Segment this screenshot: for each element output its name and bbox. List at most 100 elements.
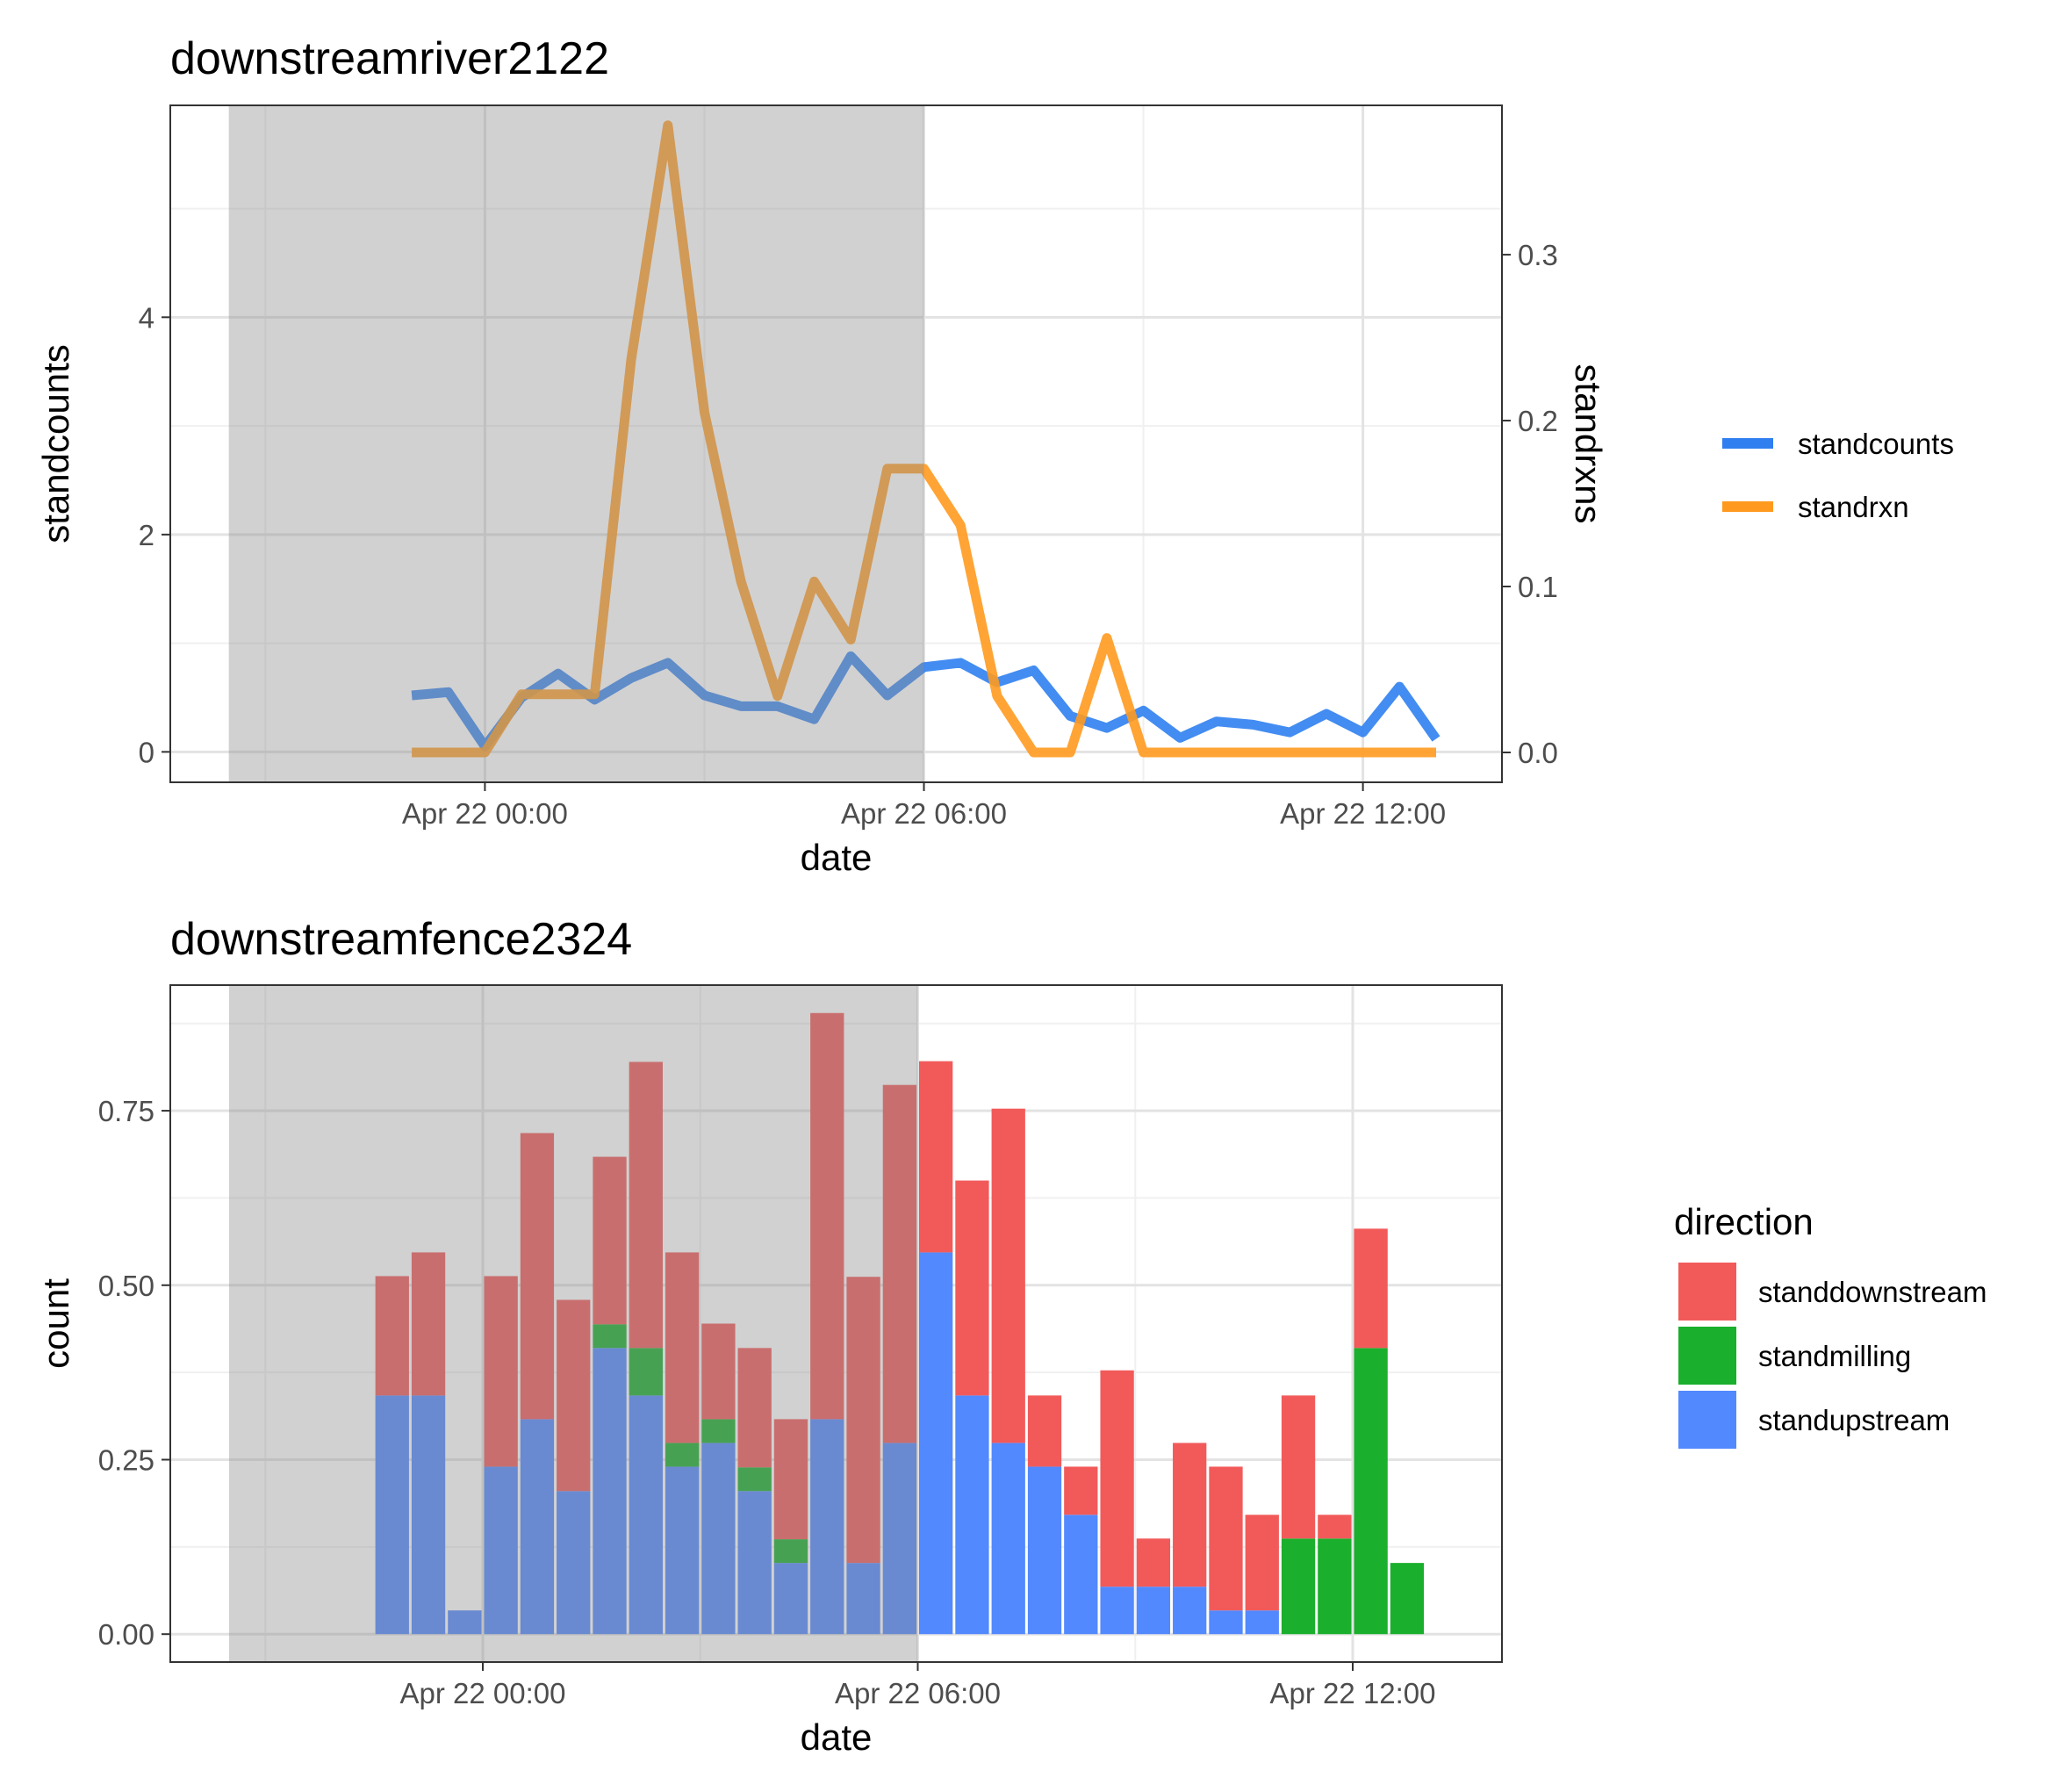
chart-title: downstreamfence2324 — [170, 914, 632, 965]
bar-segment-standupstream — [1209, 1610, 1243, 1635]
bar-segment-standdownstream — [1354, 1228, 1388, 1349]
bar-segment-standmilling — [629, 1348, 663, 1396]
x-axis-title: date — [801, 837, 873, 878]
y-tick-label: 4 — [139, 301, 154, 334]
legend-label-standdownstream: standdownstream — [1758, 1276, 1987, 1308]
bar-segment-standmilling — [737, 1467, 772, 1492]
shaded-region — [228, 105, 924, 782]
bar-segment-standdownstream — [1318, 1515, 1352, 1539]
legend-label-standupstream: standupstream — [1758, 1404, 1950, 1436]
bar-segment-standupstream — [629, 1395, 663, 1635]
line-chart-panel: Apr 22 00:00 Apr 22 06:00 Apr 22 12:00 0 2 4 0… — [35, 33, 1954, 878]
bar-segment-standupstream — [810, 1419, 844, 1635]
legend-key-standdownstream — [1678, 1263, 1736, 1321]
bar-segment-standupstream — [882, 1443, 916, 1635]
legend-key-standupstream — [1678, 1391, 1736, 1449]
bar-segment-standdownstream — [737, 1348, 772, 1468]
legend-label-standrxn: standrxn — [1798, 491, 1909, 523]
y-tick-label: 0 — [139, 736, 154, 768]
bar-segment-standupstream — [411, 1395, 446, 1635]
bar-segment-standdownstream — [1173, 1443, 1207, 1587]
bar-segment-standupstream — [1027, 1466, 1062, 1635]
bar-segment-standdownstream — [484, 1276, 518, 1467]
bar-segment-standmilling — [773, 1539, 808, 1564]
panel-border — [169, 104, 1503, 783]
x-tick-label: Apr 22 12:00 — [1280, 797, 1446, 830]
bar-segment-standupstream — [665, 1466, 700, 1635]
legend-label-standmilling: standmilling — [1758, 1340, 1911, 1372]
bar-segment-standdownstream — [665, 1252, 700, 1443]
bar-segment-standdownstream — [1209, 1466, 1243, 1611]
bar-segment-standdownstream — [1245, 1515, 1279, 1611]
bar-segment-standdownstream — [773, 1419, 808, 1540]
legend: standcounts standrxn — [1722, 428, 1954, 523]
bar-segment-standupstream — [701, 1443, 736, 1635]
legend-key-standmilling — [1678, 1327, 1736, 1385]
y-axis-title: standcounts — [35, 344, 76, 543]
y-tick-label: 0.50 — [98, 1270, 154, 1302]
bar-segment-standupstream — [1136, 1587, 1171, 1635]
bar-segment-standdownstream — [919, 1061, 953, 1253]
legend: direction standdownstream standmilling stan… — [1674, 1201, 1987, 1449]
bar-segment-standdownstream — [1136, 1538, 1171, 1587]
y-tick-label: 2 — [139, 519, 154, 551]
x-tick-label: Apr 22 00:00 — [400, 1677, 566, 1709]
bar-segment-standupstream — [375, 1395, 409, 1635]
bar-segment-standdownstream — [1064, 1466, 1098, 1515]
x-axis-title: date — [801, 1716, 873, 1758]
bar-segment-standdownstream — [1281, 1395, 1316, 1539]
y2-tick-label: 0.3 — [1518, 239, 1558, 271]
y-tick-label: 0.25 — [98, 1443, 154, 1476]
bar-chart-panel: Apr 22 00:00 Apr 22 06:00 Apr 22 12:00 0.00… — [35, 914, 1987, 1758]
bar-segment-standupstream — [737, 1491, 772, 1635]
bar-segment-standmilling — [665, 1443, 700, 1467]
bar-segment-standupstream — [1173, 1587, 1207, 1635]
bar-segment-standdownstream — [1100, 1370, 1134, 1587]
bar-segment-standdownstream — [991, 1108, 1025, 1443]
bar-segment-standmilling — [1390, 1563, 1425, 1635]
bar-segment-standdownstream — [955, 1180, 989, 1396]
series-line-standrxn — [412, 120, 1436, 758]
x-tick-label: Apr 22 06:00 — [835, 1677, 1001, 1709]
bar-segment-standdownstream — [882, 1084, 916, 1443]
chart-title: downstreamriver2122 — [170, 33, 609, 84]
x-tick-label: Apr 22 06:00 — [841, 797, 1007, 830]
y2-tick-label: 0.0 — [1518, 737, 1558, 769]
y2-tick-label: 0.2 — [1518, 405, 1558, 437]
bar-segment-standmilling — [1281, 1538, 1316, 1635]
bar-segment-standdownstream — [520, 1133, 555, 1420]
panel-border — [169, 984, 1503, 1663]
bar-segment-standdownstream — [1027, 1395, 1062, 1467]
y-tick-label: 0.00 — [98, 1618, 154, 1651]
bar-segment-standdownstream — [411, 1252, 446, 1396]
bar-segment-standdownstream — [375, 1276, 409, 1396]
bar-segment-standupstream — [593, 1348, 627, 1635]
bar-segment-standupstream — [773, 1563, 808, 1635]
bar-segment-standupstream — [919, 1252, 953, 1635]
y-axis-title: count — [35, 1278, 76, 1369]
legend-label-standcounts: standcounts — [1798, 428, 1954, 460]
y-tick-label: 0.75 — [98, 1095, 154, 1127]
bar-segment-standdownstream — [846, 1277, 880, 1564]
bar-segment-standupstream — [991, 1443, 1025, 1635]
bar-segment-standupstream — [1100, 1587, 1134, 1635]
bar-segment-standupstream — [955, 1395, 989, 1635]
bar-segment-standupstream — [846, 1563, 880, 1635]
plot-background — [170, 105, 1502, 782]
x-tick-label: Apr 22 00:00 — [402, 797, 568, 830]
bar-segment-standdownstream — [629, 1062, 663, 1349]
bar-segment-standmilling — [1354, 1348, 1388, 1635]
x-tick-label: Apr 22 12:00 — [1270, 1677, 1436, 1709]
bar-segment-standmilling — [593, 1324, 627, 1349]
bar-segment-standdownstream — [810, 1012, 844, 1420]
bar-segment-standupstream — [448, 1610, 482, 1635]
bar-segment-standmilling — [701, 1419, 736, 1443]
bar-segment-standupstream — [520, 1419, 555, 1635]
bar-segment-standdownstream — [701, 1323, 736, 1420]
bar-segment-standdownstream — [557, 1299, 591, 1492]
bar-segment-standupstream — [484, 1466, 518, 1635]
legend-title: direction — [1674, 1201, 1814, 1242]
shaded-region — [228, 985, 918, 1662]
